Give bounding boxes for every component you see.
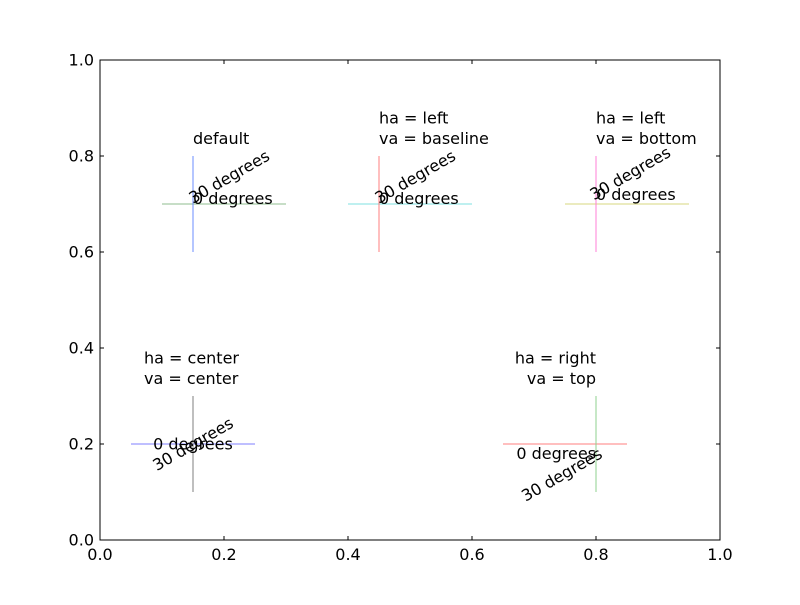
- y-tick-label: 0.6: [69, 243, 94, 262]
- y-tick-label: 0.4: [69, 339, 94, 358]
- plot-frame: [99, 59, 721, 541]
- demo-label-line: va = bottom: [596, 129, 697, 148]
- x-tick-label: 0.8: [583, 545, 608, 564]
- y-tick-label: 1.0: [69, 51, 94, 70]
- y-tick-label: 0.0: [69, 531, 94, 550]
- demo-label-line: va = center: [144, 369, 239, 388]
- demo-label-line: va = top: [527, 369, 596, 388]
- ticks-layer: 0.0 0.2 0.4 0.6 0.8 1.0 0.0 0.2 0.4 0.6 0.8 1.0: [69, 51, 733, 565]
- demo-label-line: default: [193, 129, 249, 148]
- x-tick-label: 0.6: [459, 545, 484, 564]
- demo-text-0-degrees: 0 degrees: [379, 189, 459, 208]
- x-tick-label: 0.4: [335, 545, 360, 564]
- demo-label-line: ha = center: [144, 349, 239, 368]
- demo-label-line: ha = left: [596, 109, 665, 128]
- demo-label-line: va = baseline: [379, 129, 489, 148]
- demo-text-0-degrees: 0 degrees: [596, 185, 676, 204]
- demo-text-0-degrees: 0 degrees: [153, 435, 233, 454]
- demo-label-line: ha = right: [515, 349, 596, 368]
- axes-layer: [99, 59, 721, 541]
- x-tick-label: 0.0: [87, 545, 112, 564]
- x-tick-label: 0.2: [211, 545, 236, 564]
- demo-text-0-degrees: 0 degrees: [193, 189, 273, 208]
- y-tick-label: 0.2: [69, 435, 94, 454]
- demo-label-line: ha = left: [379, 109, 448, 128]
- demo-text-0-degrees: 0 degrees: [516, 444, 596, 463]
- x-tick-label: 1.0: [707, 545, 732, 564]
- y-tick-label: 0.8: [69, 147, 94, 166]
